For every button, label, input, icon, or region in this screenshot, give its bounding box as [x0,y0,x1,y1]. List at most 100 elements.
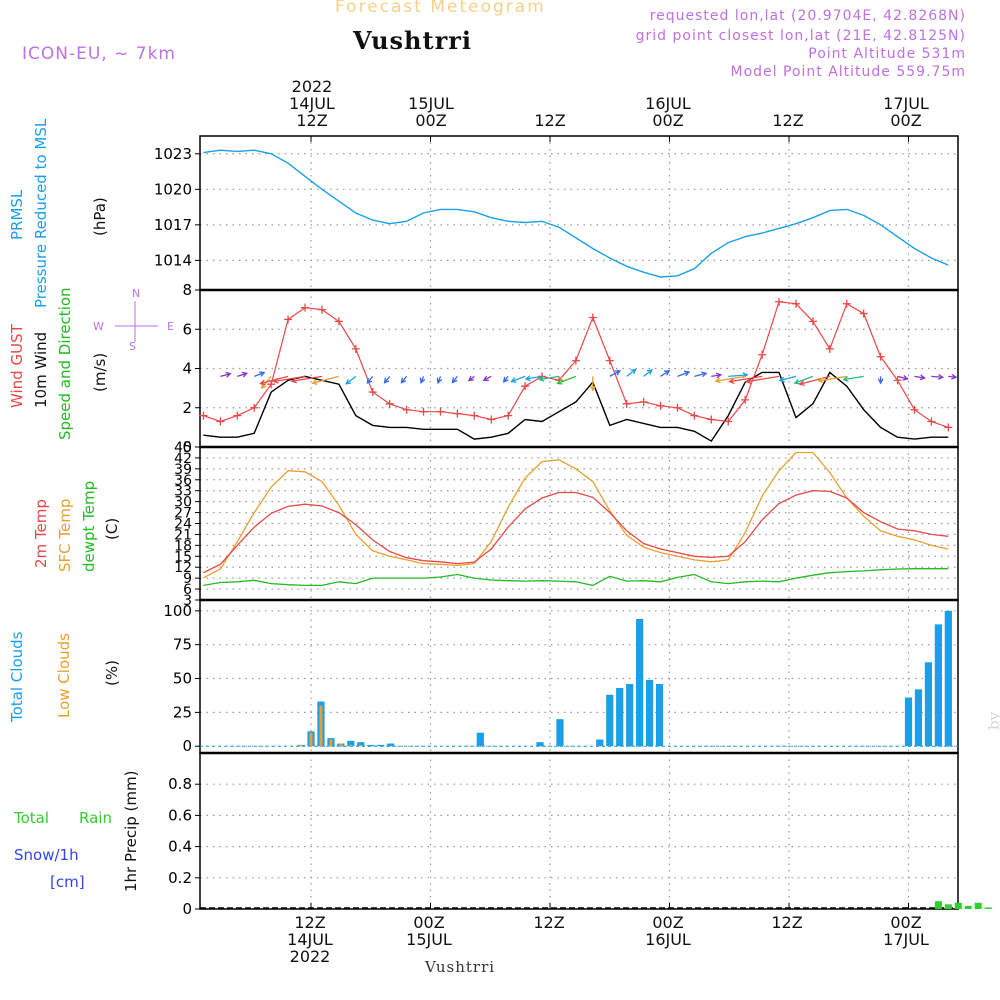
wind-arrow [799,375,830,385]
gust-marker [351,344,360,353]
y-tick-label: 42 [174,451,192,467]
wind-arrow [384,375,391,384]
wind-arrow-head [715,372,723,379]
gust-marker [199,411,208,420]
gust-marker [487,415,496,424]
total-cloud-bar [944,610,952,747]
wind-arrow-head [630,368,637,375]
gust-marker [639,397,648,406]
y-tick-label: 25 [173,703,192,721]
gust-marker [758,350,767,359]
wind-arrow-head [451,377,458,384]
rain-bar [974,902,982,909]
wind-arrow-head [589,385,596,392]
wind-arrow [729,375,763,383]
wind-arrow-head [510,377,517,383]
total-cloud-bar [556,719,564,747]
y-tick-label: 0 [182,900,192,918]
wind-arrow-head [778,376,785,383]
gust-marker [301,303,310,312]
gust-marker [724,417,733,426]
wind-arrow-head [482,375,489,382]
y-tick-label: 50 [173,670,192,688]
panel-frame [199,135,959,291]
wind-arrow-head [400,377,407,384]
rain-bar [934,901,942,909]
wind-arrow-head [241,371,249,378]
rain-bar [984,907,992,909]
total-cloud-bar [914,689,923,747]
wind-arrow-head [436,377,443,384]
top-axis-label: 12Z [534,111,566,130]
y-tick-label: 0.4 [168,838,192,856]
low-cloud-bar [309,732,313,747]
gust-marker [233,411,242,420]
bottom-axis-label: 00Z 16JUL [645,913,691,949]
wind-arrow-head [272,377,279,384]
y-tick-label: 1020 [154,180,192,198]
pressure-line [203,149,949,278]
gust-marker [419,407,428,416]
y-tick-label: 0.8 [168,775,192,793]
y-tick-label: 100 [163,602,192,620]
wind-arrow [677,371,690,377]
wind-arrow [254,372,265,377]
wind-arrow-head [728,378,735,384]
wind-arrow [483,375,492,381]
y-tick-label: 3 [183,593,192,609]
top-axis-label: 16JUL 00Z [645,94,691,130]
total-cloud-bar [387,743,395,747]
panel-frame [199,599,959,754]
total-cloud-bar [616,688,624,747]
total-cloud-bar [347,740,355,747]
gust-marker [944,423,953,432]
top-axis-label: 17JUL 00Z [883,94,929,130]
top-axis-label: 2022 14JUL 12Z [289,77,335,130]
gust-marker [910,405,919,414]
rain-bar [964,905,972,909]
rain-bar [944,904,952,909]
y-tick-label: 0.6 [168,806,192,824]
gust-marker [842,299,851,308]
y-tick-label: 1014 [154,251,192,269]
bottom-axis-label: 12Z [533,913,565,932]
gust-marker [284,315,293,324]
gust-marker [402,405,411,414]
wind-arrow [779,375,797,382]
wind-arrow-head [538,375,545,382]
total-cloud-bar [934,624,942,747]
gust-marker [876,352,885,361]
requested-coords: requested lon,lat (20.9704E, 42.8268N) [649,8,966,24]
wind-arrow [715,375,746,382]
compass-s: S [129,340,136,353]
gust-marker [859,309,868,318]
y-tick-label: 75 [173,636,192,654]
gust-marker [504,411,513,420]
wind-arrow-head [614,370,622,376]
wind-arrow-head [683,370,691,377]
y-tick-label: 6 [183,582,192,598]
gust-marker [690,411,699,420]
snow-unit-label: [cm] [50,873,85,891]
wind-arrow [345,375,357,385]
y-tick-label: 39 [174,462,192,478]
wind-arrow-head [419,377,426,384]
y-tick-label: 2 [182,399,192,417]
low-cloud-bar [339,743,343,747]
low-cloud-bar [349,744,353,747]
wind-arrow-head [919,374,926,381]
total-cloud-bar [904,697,913,747]
y-tick-label: 33 [174,484,192,500]
grid-point-coords: grid point closest lon,lat (21E, 42.8125… [635,28,966,44]
total-cloud-bar [476,732,484,747]
wind10-line [203,371,949,443]
compass-w: W [93,320,104,333]
y-tick-label: 27 [174,506,192,522]
wind-arrow [660,370,670,377]
total-cloud-bar [367,744,375,747]
gust-marker [571,356,580,365]
low-cloud-bar [359,744,363,747]
wind-arrow [312,375,340,384]
gust-marker [250,403,259,412]
